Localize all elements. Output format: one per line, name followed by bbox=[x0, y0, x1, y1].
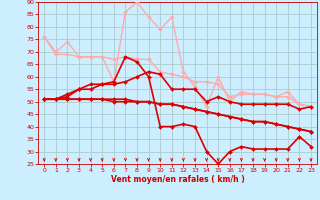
X-axis label: Vent moyen/en rafales ( km/h ): Vent moyen/en rafales ( km/h ) bbox=[111, 175, 244, 184]
